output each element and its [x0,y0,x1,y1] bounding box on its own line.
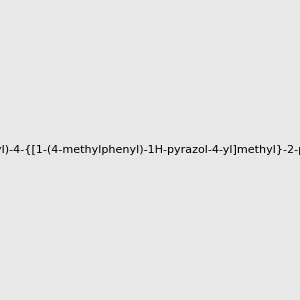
Text: 2-(1-(2-fluorobenzyl)-4-{[1-(4-methylphenyl)-1H-pyrazol-4-yl]methyl}-2-piperazin: 2-(1-(2-fluorobenzyl)-4-{[1-(4-methylphe… [0,145,300,155]
